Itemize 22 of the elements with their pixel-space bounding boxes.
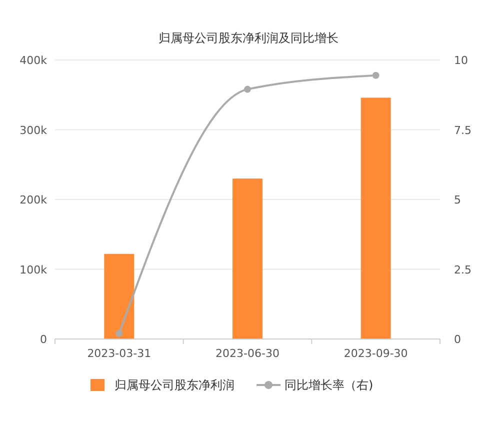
y2-tick-label: 0 — [454, 333, 461, 346]
bar — [232, 178, 262, 339]
y-tick-label: 200k — [20, 194, 48, 206]
y2-tick-label: 5 — [454, 194, 461, 206]
y-tick-label: 0 — [40, 333, 47, 346]
x-tick-label: 2023-09-30 — [344, 347, 408, 360]
y-tick-label: 100k — [20, 263, 48, 276]
bar — [104, 254, 134, 339]
y2-tick-label: 2.5 — [454, 263, 472, 276]
y-tick-label: 400k — [20, 54, 48, 67]
x-tick-label: 2023-06-30 — [216, 347, 280, 360]
chart-title: 归属母公司股东净利润及同比增长 — [158, 31, 338, 45]
y-tick-label: 300k — [20, 124, 48, 137]
y2-tick-label: 10 — [454, 54, 468, 67]
point — [116, 330, 123, 337]
bar — [360, 98, 391, 339]
x-tick-label: 2023-03-31 — [87, 347, 152, 360]
point — [372, 72, 380, 79]
y2-tick-label: 7.5 — [454, 124, 472, 137]
legend-label: 同比增长率（右) — [284, 378, 374, 392]
legend-label: 归属母公司股东净利润 — [114, 378, 234, 392]
point — [244, 86, 251, 93]
